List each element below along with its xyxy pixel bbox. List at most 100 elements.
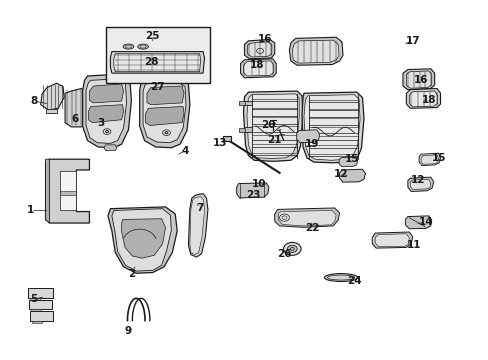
- Polygon shape: [108, 207, 177, 273]
- Text: 2: 2: [127, 269, 135, 279]
- Polygon shape: [65, 89, 87, 127]
- Text: 5: 5: [30, 294, 38, 304]
- Polygon shape: [82, 74, 131, 148]
- Polygon shape: [32, 320, 42, 323]
- Polygon shape: [406, 71, 431, 88]
- Text: 19: 19: [304, 139, 318, 149]
- Circle shape: [138, 30, 151, 40]
- Polygon shape: [243, 127, 252, 132]
- Polygon shape: [30, 298, 40, 301]
- Text: 12: 12: [333, 168, 347, 179]
- Polygon shape: [244, 101, 252, 105]
- Ellipse shape: [123, 44, 134, 49]
- Polygon shape: [50, 215, 86, 220]
- Text: 10: 10: [251, 179, 266, 189]
- Polygon shape: [143, 81, 185, 143]
- Ellipse shape: [324, 274, 357, 282]
- Text: 15: 15: [431, 153, 446, 163]
- Polygon shape: [247, 42, 271, 57]
- Polygon shape: [189, 197, 204, 255]
- Polygon shape: [304, 95, 359, 160]
- Circle shape: [287, 245, 297, 252]
- Text: 17: 17: [405, 36, 419, 46]
- Polygon shape: [50, 163, 59, 220]
- Polygon shape: [222, 136, 230, 141]
- Polygon shape: [292, 40, 338, 63]
- Polygon shape: [339, 169, 365, 182]
- Polygon shape: [122, 219, 165, 258]
- Polygon shape: [244, 40, 274, 59]
- Polygon shape: [338, 157, 357, 167]
- Text: 27: 27: [150, 82, 164, 93]
- Polygon shape: [45, 159, 49, 223]
- Polygon shape: [145, 107, 183, 126]
- Text: 23: 23: [245, 190, 260, 200]
- Polygon shape: [41, 83, 64, 110]
- Polygon shape: [31, 309, 41, 312]
- Polygon shape: [278, 211, 335, 226]
- Polygon shape: [86, 79, 126, 143]
- Text: 24: 24: [346, 276, 361, 286]
- Text: 20: 20: [260, 121, 275, 130]
- Polygon shape: [140, 78, 189, 148]
- Polygon shape: [246, 94, 299, 158]
- Text: 4: 4: [181, 145, 188, 156]
- Text: 7: 7: [196, 203, 203, 213]
- Polygon shape: [274, 208, 339, 227]
- Polygon shape: [243, 61, 273, 76]
- Text: 16: 16: [413, 75, 427, 85]
- Polygon shape: [420, 155, 438, 164]
- Polygon shape: [112, 209, 171, 271]
- Text: 9: 9: [124, 326, 132, 336]
- Text: 25: 25: [145, 31, 160, 41]
- Polygon shape: [89, 84, 123, 103]
- Text: 22: 22: [305, 224, 319, 233]
- Polygon shape: [27, 288, 53, 298]
- Circle shape: [125, 30, 138, 40]
- Polygon shape: [406, 89, 440, 108]
- Text: 12: 12: [409, 175, 424, 185]
- Polygon shape: [296, 130, 319, 143]
- Polygon shape: [371, 232, 412, 248]
- Polygon shape: [405, 216, 431, 229]
- Ellipse shape: [138, 44, 148, 49]
- Polygon shape: [238, 128, 245, 132]
- Polygon shape: [30, 311, 53, 320]
- Text: 13: 13: [212, 139, 227, 148]
- Text: 21: 21: [267, 135, 282, 145]
- Polygon shape: [114, 54, 200, 72]
- Polygon shape: [302, 92, 363, 163]
- Text: 26: 26: [277, 248, 291, 258]
- Circle shape: [279, 214, 289, 221]
- Polygon shape: [104, 145, 117, 150]
- Text: 1: 1: [27, 206, 35, 216]
- Polygon shape: [243, 91, 303, 161]
- Polygon shape: [50, 163, 86, 167]
- FancyBboxPatch shape: [106, 27, 210, 83]
- Text: 18: 18: [421, 95, 435, 105]
- Polygon shape: [289, 37, 342, 65]
- Polygon shape: [188, 194, 207, 257]
- Polygon shape: [45, 159, 89, 223]
- Polygon shape: [46, 109, 57, 113]
- Polygon shape: [402, 69, 434, 90]
- Text: 28: 28: [144, 57, 159, 67]
- Text: 15: 15: [344, 154, 358, 164]
- Polygon shape: [236, 183, 268, 198]
- Polygon shape: [418, 153, 440, 166]
- Polygon shape: [110, 51, 204, 73]
- Text: 11: 11: [406, 240, 421, 250]
- Polygon shape: [147, 86, 183, 105]
- Text: 14: 14: [418, 217, 432, 227]
- Polygon shape: [29, 300, 52, 309]
- Polygon shape: [374, 234, 408, 247]
- Polygon shape: [238, 101, 245, 105]
- Circle shape: [283, 242, 301, 255]
- Polygon shape: [407, 177, 433, 192]
- Text: 8: 8: [30, 96, 38, 106]
- Text: 3: 3: [97, 118, 104, 128]
- Text: 6: 6: [71, 114, 78, 124]
- Polygon shape: [60, 192, 76, 195]
- Polygon shape: [88, 105, 123, 123]
- Polygon shape: [409, 179, 430, 189]
